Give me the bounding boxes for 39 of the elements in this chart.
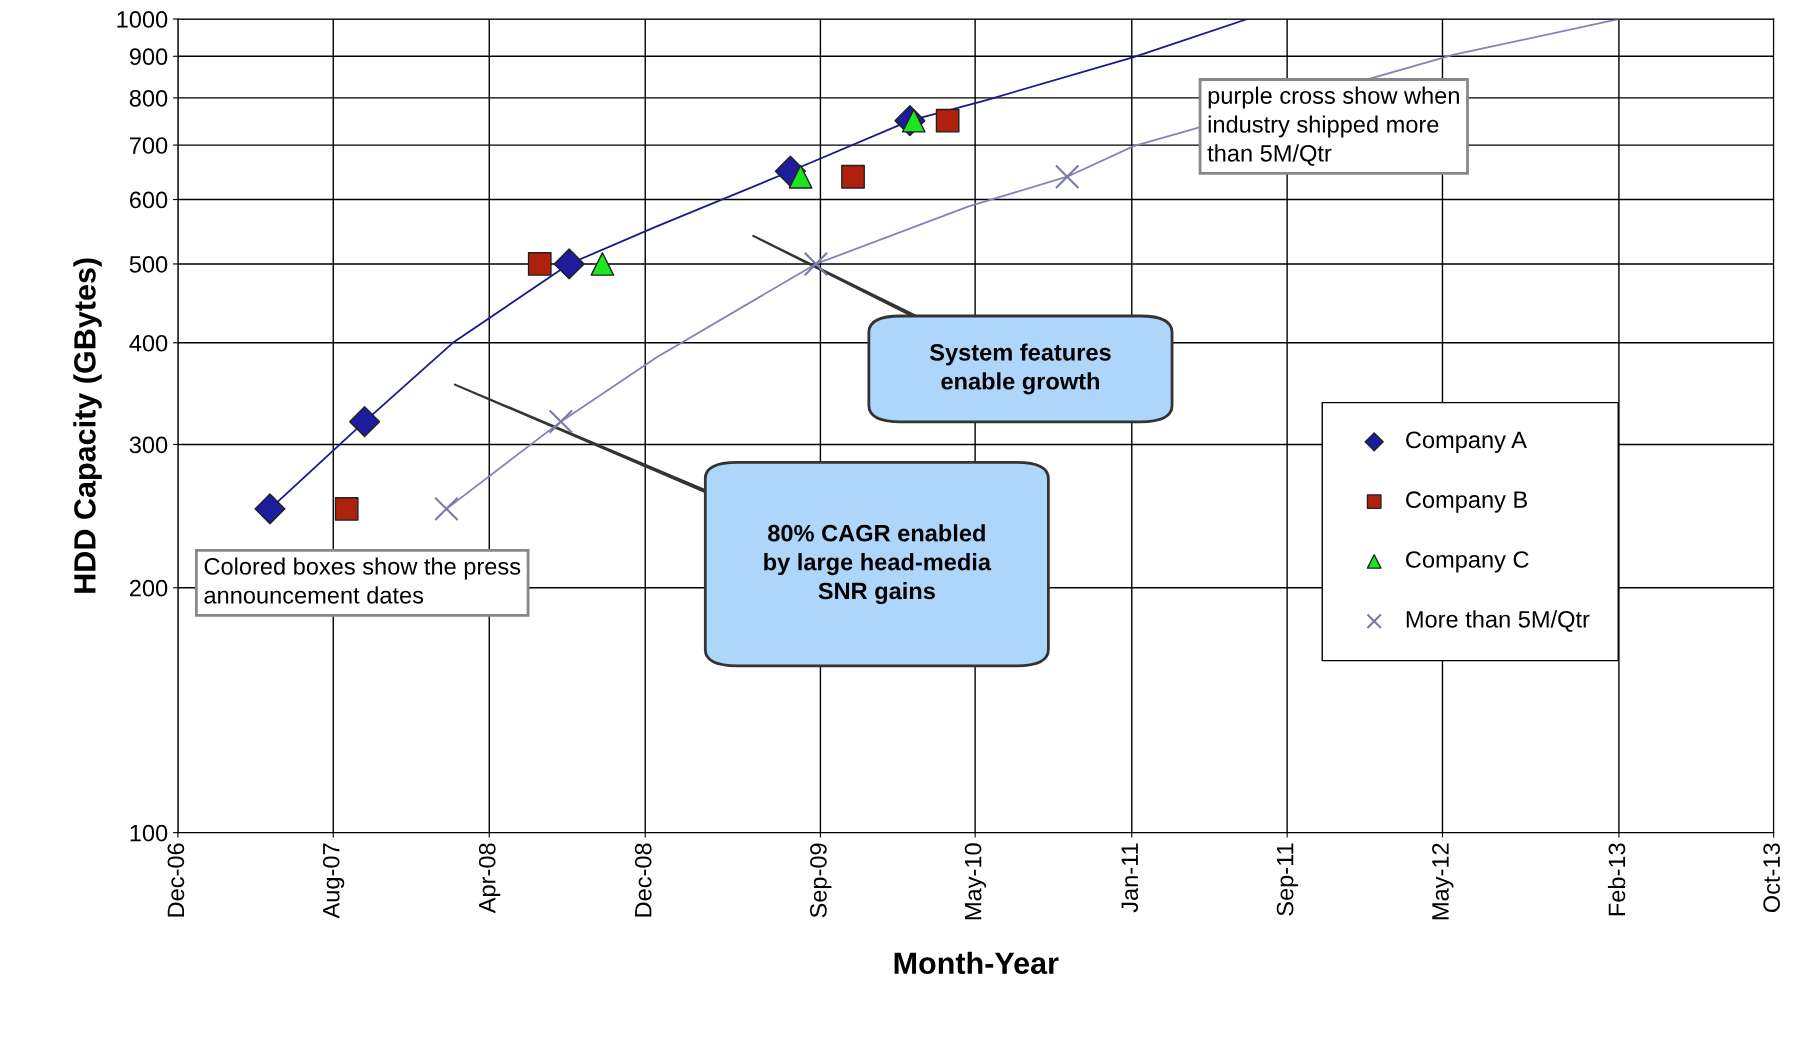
y-axis-title: HDD Capacity (GBytes) (73, 258, 102, 593)
x-tick-label: Sep-09 (810, 843, 832, 918)
point (527, 252, 552, 276)
x-tick-label: May-10 (964, 843, 987, 920)
legend-label: Company C (1406, 551, 1529, 573)
y-tick-label: 800 (129, 89, 168, 107)
annotation: 80% CAGR enabled by large head-media SNR gains (764, 524, 992, 605)
point (553, 248, 585, 280)
point (334, 496, 359, 521)
point (254, 493, 286, 525)
y-tick-label: 700 (130, 137, 168, 154)
y-tick-label: 400 (129, 334, 168, 352)
point (841, 164, 865, 189)
x-tick-label: Jan-11 (1121, 843, 1139, 913)
x-tick-label: Dec-08 (634, 843, 652, 917)
x-tick-label: Oct-13 (1763, 843, 1780, 913)
point (935, 108, 960, 133)
point (348, 406, 381, 438)
x-tick-label: Sep-11 (1276, 843, 1299, 916)
y-tick-label: 1000 (117, 11, 168, 28)
point (590, 252, 615, 276)
y-tick-label: 600 (129, 191, 168, 209)
x-tick-label: Feb-13 (1607, 843, 1626, 916)
x-tick-label: Dec-06 (167, 843, 185, 917)
annotation: System features enable growth (929, 343, 1111, 395)
x-axis-title: Month-Year (894, 951, 1059, 975)
x-tick-label: Aug-07 (322, 843, 345, 919)
x-tick-label: Apr-08 (478, 843, 501, 914)
y-tick-label: 500 (129, 256, 168, 273)
x-tick-label: May-12 (1432, 843, 1454, 920)
y-tick-label: 200 (129, 579, 168, 597)
annotation: purple cross show when industry shipped more than 5M/Qtr (1207, 86, 1459, 166)
legend-label: Company A (1406, 431, 1527, 453)
y-tick-label: 100 (130, 824, 168, 842)
y-tick-label: 300 (129, 436, 168, 454)
y-tick-label: 900 (129, 48, 168, 66)
legend-label: More than 5M/Qtr (1406, 610, 1590, 632)
annotation: Colored boxes show the press announcement dates (204, 557, 521, 604)
legend-label: Company B (1406, 491, 1527, 513)
